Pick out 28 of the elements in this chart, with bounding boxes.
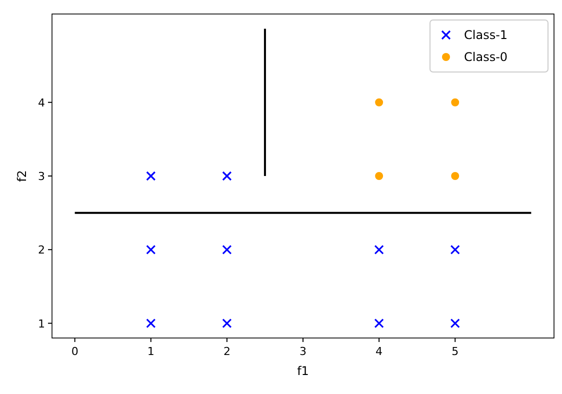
point	[374, 318, 384, 328]
y-tick-label: 2	[38, 244, 45, 257]
x-tick-label: 3	[300, 345, 306, 358]
x-tick-label: 2	[223, 345, 230, 358]
point	[450, 318, 460, 328]
point	[146, 171, 156, 181]
point	[450, 244, 460, 254]
point	[222, 244, 232, 254]
point	[146, 244, 156, 254]
point	[146, 318, 156, 328]
x-tick-label: 5	[452, 345, 459, 358]
point	[375, 98, 384, 106]
point	[374, 244, 384, 254]
x-tick-label: 1	[147, 345, 154, 358]
point	[375, 172, 384, 180]
y-tick-label: 1	[38, 317, 45, 330]
x-tick-label: 4	[376, 345, 383, 358]
y-tick-label: 3	[38, 170, 45, 183]
legend-label: Class-1	[464, 28, 508, 42]
x-axis-title: f1	[297, 364, 309, 378]
point	[222, 171, 232, 181]
legend-label: Class-0	[464, 50, 508, 64]
point	[451, 98, 460, 106]
y-tick-label: 4	[38, 96, 45, 110]
point	[451, 172, 460, 180]
y-axis-title: f2	[15, 170, 29, 182]
x-tick-label: 0	[71, 345, 78, 358]
point	[222, 318, 232, 328]
